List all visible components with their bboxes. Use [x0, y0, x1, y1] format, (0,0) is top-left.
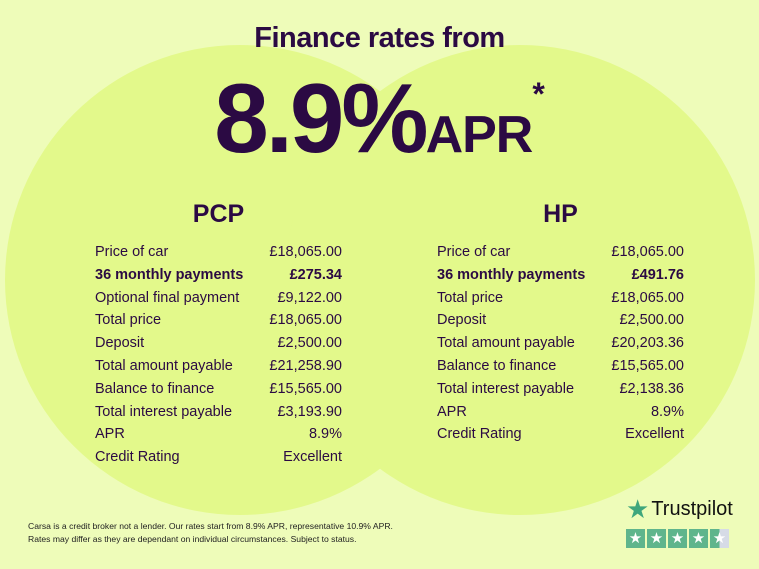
table-row: 36 monthly payments £275.34: [95, 264, 342, 287]
disclaimer-line: Carsa is a credit broker not a lender. O…: [28, 521, 393, 531]
disclaimer-line: Rates may differ as they are dependant o…: [28, 533, 357, 544]
trustpilot-star-icon: ★: [626, 494, 650, 524]
row-label: Total interest payable: [95, 403, 233, 420]
table-row: Total price £18,065.00: [437, 287, 684, 310]
hp-title: HP: [543, 200, 578, 228]
row-label: 36 monthly payments: [437, 266, 586, 283]
row-value: Excellent: [283, 449, 342, 466]
table-row: Total amount payable £21,258.90: [95, 355, 342, 378]
row-value: £9,122.00: [277, 289, 342, 306]
pcp-table: PCP Price of car £18,065.00 36 monthly pay…: [95, 200, 342, 469]
table-row: Total interest payable £3,193.90: [95, 401, 342, 424]
headline: Finance rates from: [254, 22, 505, 54]
table-row: Total interest payable £2,138.36: [437, 378, 684, 401]
row-value: £18,065.00: [611, 289, 684, 306]
pcp-title: PCP: [192, 200, 245, 228]
trustpilot-widget[interactable]: ★ Trustpilot ★ ★ ★ ★ ★: [626, 494, 733, 548]
table-row: APR 8.9%: [437, 401, 684, 424]
hp-table: HP Price of car £18,065.00 36 monthly paym…: [437, 200, 684, 446]
background-circle-right: [285, 45, 755, 515]
table-row: APR 8.9%: [95, 423, 342, 446]
rating-star-icon: ★: [626, 529, 645, 548]
row-value: £15,565.00: [269, 380, 342, 397]
row-label: Credit Rating: [95, 449, 180, 466]
rating-star-icon: ★: [710, 529, 729, 548]
table-row: Deposit £2,500.00: [95, 332, 342, 355]
row-value: £2,500.00: [619, 312, 684, 329]
table-row: Balance to finance £15,565.00: [437, 355, 684, 378]
rating-star-icon: ★: [647, 529, 666, 548]
row-label: Total price: [437, 289, 504, 306]
row-value: 8.9%: [308, 426, 342, 443]
table-row: Price of car £18,065.00: [437, 241, 684, 264]
rate-asterisk: *: [532, 76, 545, 112]
row-value: Excellent: [625, 426, 684, 443]
row-value: 8.9%: [650, 403, 684, 420]
row-label: Total amount payable: [437, 335, 575, 352]
row-label: Total price: [95, 312, 162, 329]
table-row: 36 monthly payments £491.76: [437, 264, 684, 287]
rating-star-icon: ★: [668, 529, 687, 548]
row-label: Price of car: [437, 244, 511, 260]
row-label: Total interest payable: [437, 380, 575, 397]
row-label: Balance to finance: [437, 357, 557, 374]
row-label: Credit Rating: [437, 426, 522, 443]
row-value: £3,193.90: [277, 403, 342, 420]
row-value: £2,500.00: [277, 335, 342, 352]
row-label: APR: [437, 403, 467, 420]
row-label: 36 monthly payments: [95, 266, 244, 283]
row-value: £18,065.00: [269, 312, 342, 329]
table-row: Deposit £2,500.00: [437, 309, 684, 332]
table-row: Credit Rating Excellent: [437, 423, 684, 446]
row-value: £2,138.36: [619, 380, 684, 397]
row-value: £21,258.90: [269, 357, 342, 374]
row-label: Optional final payment: [95, 289, 240, 306]
table-row: Price of car £18,065.00: [95, 241, 342, 264]
rating-star-icon: ★: [689, 529, 708, 548]
table-row: Balance to finance £15,565.00: [95, 378, 342, 401]
row-value: £20,203.36: [611, 335, 684, 352]
row-label: Deposit: [437, 312, 487, 329]
row-label: APR: [95, 426, 125, 443]
row-value: £18,065.00: [611, 244, 684, 260]
row-value: £275.34: [289, 266, 342, 283]
disclaimer: Carsa is a credit broker not a lender. O…: [28, 520, 393, 545]
table-row: Total price £18,065.00: [95, 309, 342, 332]
row-label: Deposit: [95, 335, 145, 352]
table-row: Optional final payment £9,122.00: [95, 287, 342, 310]
row-label: Balance to finance: [95, 380, 215, 397]
trustpilot-name: Trustpilot: [651, 498, 733, 520]
table-row: Credit Rating Excellent: [95, 446, 342, 469]
row-value: £15,565.00: [611, 357, 684, 374]
rate-display: 8.9%APR*: [0, 62, 759, 175]
rate-suffix: APR: [425, 106, 534, 164]
row-label: Price of car: [95, 244, 169, 260]
row-label: Total amount payable: [95, 357, 233, 374]
trustpilot-rating: ★ ★ ★ ★ ★: [626, 529, 733, 548]
row-value: £18,065.00: [269, 244, 342, 260]
table-row: Total amount payable £20,203.36: [437, 332, 684, 355]
row-value: £491.76: [631, 266, 684, 283]
rate-value: 8.9%: [214, 63, 428, 173]
